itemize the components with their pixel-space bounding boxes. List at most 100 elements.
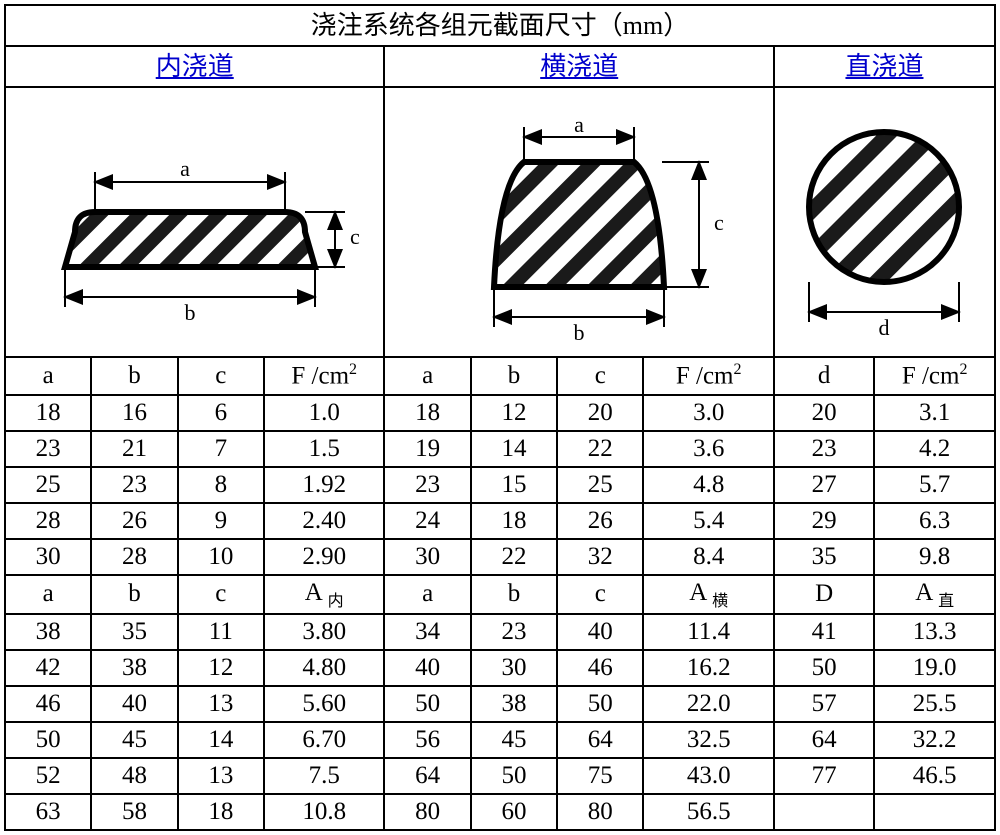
col-h: a xyxy=(384,575,470,614)
table-cell: 20 xyxy=(774,395,874,431)
table-row: 4238124.8040304616.25019.0 xyxy=(5,650,995,686)
col-h: b xyxy=(91,575,177,614)
table-cell xyxy=(874,794,995,830)
col-h: F /cm2 xyxy=(643,357,774,394)
table-cell: 16.2 xyxy=(643,650,774,686)
col-h: b xyxy=(471,575,557,614)
table-cell: 40 xyxy=(384,650,470,686)
table-cell: 50 xyxy=(384,686,470,722)
col-h: b xyxy=(91,357,177,394)
table-cell: 18 xyxy=(384,395,470,431)
table-cell: 13.3 xyxy=(874,614,995,650)
col-h: c xyxy=(178,575,264,614)
col-h: a xyxy=(5,357,91,394)
table-cell: 26 xyxy=(557,503,643,539)
table-row: 5248137.564507543.07746.5 xyxy=(5,758,995,794)
table-cell: 64 xyxy=(774,722,874,758)
table-cell: 10 xyxy=(178,539,264,575)
diagram-row: a c b xyxy=(5,87,995,357)
table-cell: 32.2 xyxy=(874,722,995,758)
table-cell: 6.3 xyxy=(874,503,995,539)
table-cell: 1.5 xyxy=(264,431,384,467)
table-cell: 52 xyxy=(5,758,91,794)
table-cell: 77 xyxy=(774,758,874,794)
table-cell: 64 xyxy=(557,722,643,758)
table-cell: 11.4 xyxy=(643,614,774,650)
section-ingate: 内浇道 xyxy=(5,46,384,87)
table-cell: 28 xyxy=(5,503,91,539)
table-cell: 21 xyxy=(91,431,177,467)
table-cell: 22.0 xyxy=(643,686,774,722)
col-h: A 横 xyxy=(643,575,774,614)
col-h: A 内 xyxy=(264,575,384,614)
casting-dimensions-table: 浇注系统各组元截面尺寸（mm） 内浇道 横浇道 直浇道 xyxy=(4,4,996,831)
table-cell: 3.0 xyxy=(643,395,774,431)
table-row: 5045146.7056456432.56432.2 xyxy=(5,722,995,758)
dim-a: a xyxy=(180,156,190,181)
dim-b2: b xyxy=(574,320,585,345)
table-cell: 50 xyxy=(471,758,557,794)
col-h: b xyxy=(471,357,557,394)
col-h: c xyxy=(178,357,264,394)
col-h: c xyxy=(557,357,643,394)
table-cell: 1.0 xyxy=(264,395,384,431)
col-h: a xyxy=(5,575,91,614)
table-cell: 56 xyxy=(384,722,470,758)
table-title-row: 浇注系统各组元截面尺寸（mm） xyxy=(5,5,995,46)
table-cell: 50 xyxy=(774,650,874,686)
table-cell: 4.8 xyxy=(643,467,774,503)
table-cell: 2.90 xyxy=(264,539,384,575)
table-cell: 4.2 xyxy=(874,431,995,467)
table-cell: 80 xyxy=(384,794,470,830)
table-cell: 30 xyxy=(5,539,91,575)
table-cell: 18 xyxy=(5,395,91,431)
table-cell: 41 xyxy=(774,614,874,650)
table-cell: 3.80 xyxy=(264,614,384,650)
table-cell: 13 xyxy=(178,758,264,794)
table-cell: 23 xyxy=(91,467,177,503)
table-cell: 26 xyxy=(91,503,177,539)
table-cell: 9.8 xyxy=(874,539,995,575)
table-cell: 42 xyxy=(5,650,91,686)
table-cell: 3.6 xyxy=(643,431,774,467)
table-cell: 38 xyxy=(91,650,177,686)
table-cell: 14 xyxy=(471,431,557,467)
table-row: 181661.01812203.0203.1 xyxy=(5,395,995,431)
table-cell: 43.0 xyxy=(643,758,774,794)
dim-c2: c xyxy=(714,210,724,235)
table-cell: 8.4 xyxy=(643,539,774,575)
table-cell: 57 xyxy=(774,686,874,722)
table-cell: 38 xyxy=(471,686,557,722)
table-title: 浇注系统各组元截面尺寸（mm） xyxy=(5,5,995,46)
table-cell: 24 xyxy=(384,503,470,539)
table-cell: 23 xyxy=(471,614,557,650)
table-cell: 25 xyxy=(5,467,91,503)
table-cell: 23 xyxy=(774,431,874,467)
table-row: 4640135.6050385022.05725.5 xyxy=(5,686,995,722)
table-cell: 5.4 xyxy=(643,503,774,539)
table-cell: 23 xyxy=(5,431,91,467)
table-row: 3835113.8034234011.44113.3 xyxy=(5,614,995,650)
table-cell: 7.5 xyxy=(264,758,384,794)
table-cell: 40 xyxy=(91,686,177,722)
dim-b: b xyxy=(184,300,195,325)
col-h: A 直 xyxy=(874,575,995,614)
col-h: F /cm2 xyxy=(264,357,384,394)
col-h: a xyxy=(384,357,470,394)
table-cell: 35 xyxy=(774,539,874,575)
table-cell: 30 xyxy=(384,539,470,575)
section-runner: 横浇道 xyxy=(384,46,773,87)
dim-d: d xyxy=(879,315,890,340)
table-cell: 22 xyxy=(471,539,557,575)
table-cell: 34 xyxy=(384,614,470,650)
table-cell: 22 xyxy=(557,431,643,467)
table-cell: 8 xyxy=(178,467,264,503)
table-cell: 1.92 xyxy=(264,467,384,503)
table-cell: 5.60 xyxy=(264,686,384,722)
table-cell: 28 xyxy=(91,539,177,575)
table-cell: 25.5 xyxy=(874,686,995,722)
table-cell: 6.70 xyxy=(264,722,384,758)
col-h: d xyxy=(774,357,874,394)
table-cell: 25 xyxy=(557,467,643,503)
table-cell: 18 xyxy=(471,503,557,539)
